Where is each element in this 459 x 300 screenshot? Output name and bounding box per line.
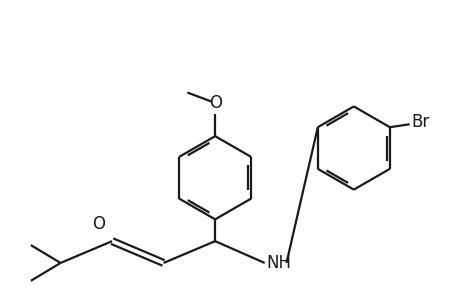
Text: NH: NH [266,254,291,272]
Text: O: O [91,215,105,233]
Text: Br: Br [411,113,429,131]
Text: O: O [208,94,221,112]
